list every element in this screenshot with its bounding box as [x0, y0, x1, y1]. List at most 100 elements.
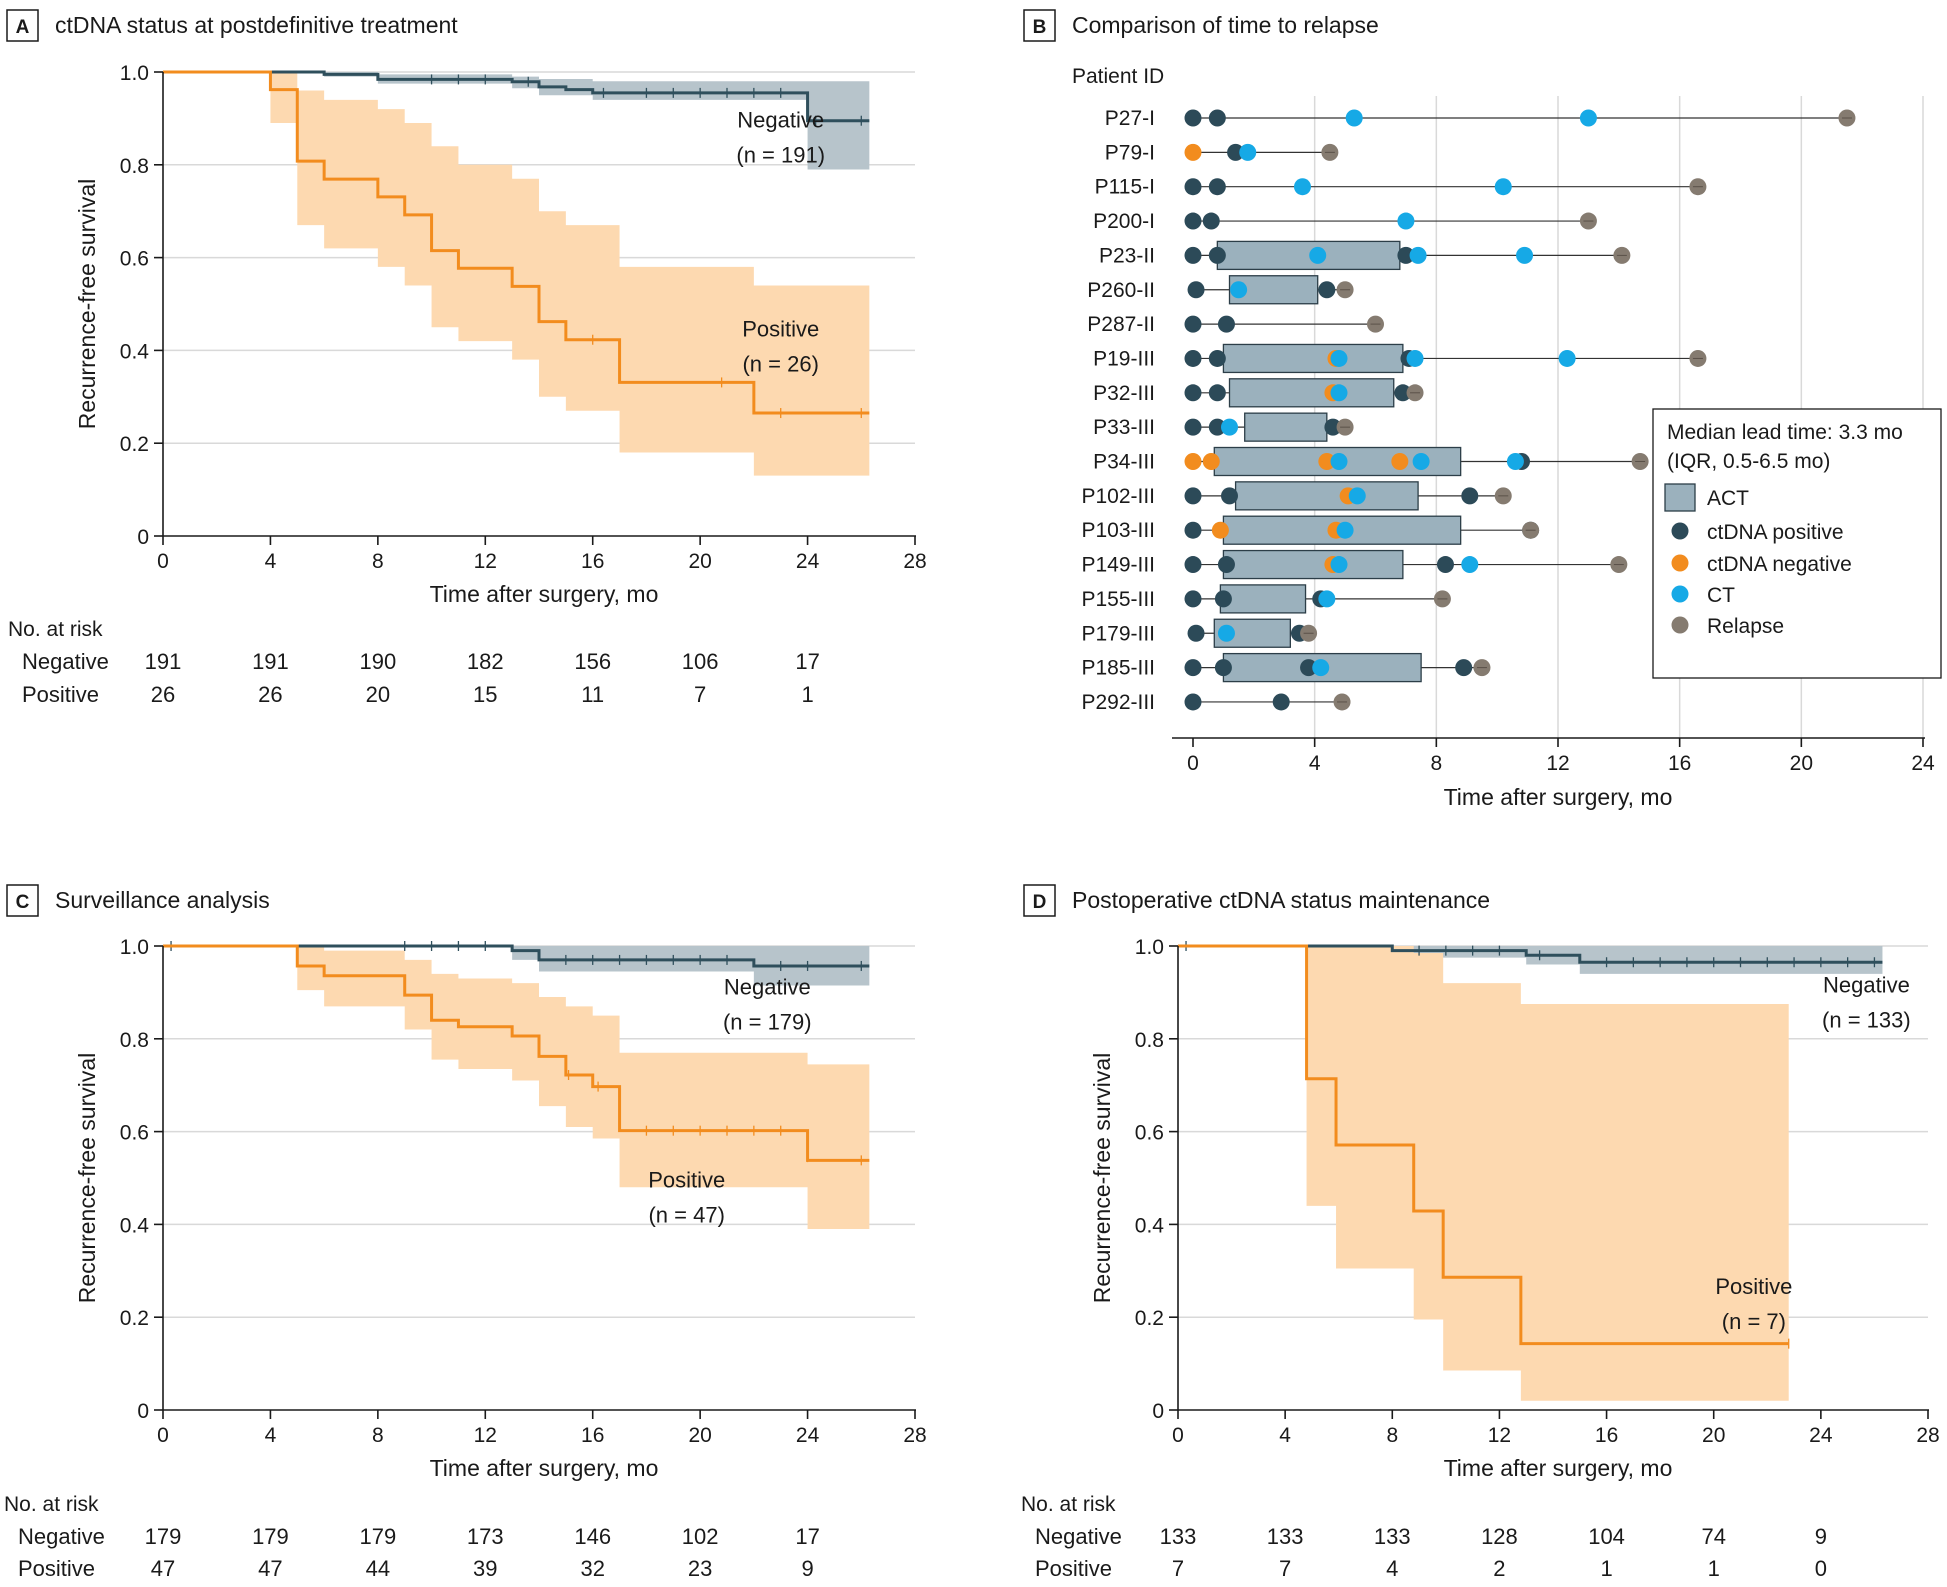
y-tick-label: 0.4 — [120, 1214, 150, 1237]
risk-row-label: Positive — [18, 1556, 95, 1581]
risk-table-title: No. at risk — [1021, 1493, 1116, 1516]
x-tick-label: 24 — [796, 1424, 820, 1447]
risk-count: 106 — [682, 649, 719, 674]
km-plot-c: Negative (n = 179) Positive (n = 47) 0 4 8 12 16… — [74, 936, 927, 1481]
ctdna-positive-dot — [1208, 384, 1226, 402]
ctdna-positive-dot — [1461, 487, 1479, 505]
x-tick-label: 20 — [1790, 752, 1813, 775]
ct-dot — [1412, 453, 1430, 470]
x-tick-label: 16 — [1668, 752, 1691, 775]
ctdna-positive-dot — [1187, 281, 1205, 299]
ctdna-positive-dot — [1318, 281, 1336, 299]
ctdna-positive-dot — [1217, 315, 1235, 333]
act-box — [1228, 378, 1395, 408]
risk-count: 9 — [801, 1556, 813, 1581]
risk-count: 32 — [580, 1556, 604, 1581]
act-box — [1244, 412, 1328, 442]
swimmer-plot: Patient ID P27-I P79-I P115-I P200-I P23-II P2… — [1072, 65, 1942, 810]
risk-count: 0 — [1815, 1556, 1827, 1581]
risk-count: 146 — [574, 1524, 611, 1549]
ctdna-positive-dot — [1184, 349, 1202, 367]
y-tick-label: 1.0 — [120, 936, 149, 959]
ct-dot — [1230, 281, 1248, 299]
ct-dot — [1461, 556, 1479, 574]
x-axis-label: Time after surgery, mo — [1444, 784, 1673, 810]
legend-label: Relapse — [1707, 615, 1784, 638]
ctdna-positive-dot — [1214, 659, 1232, 677]
legend-box — [1652, 408, 1942, 679]
legend-swatch-neg — [1671, 554, 1689, 572]
patient-row: P23-II — [1099, 240, 1631, 271]
x-axis-label: Time after surgery, mo — [1444, 1455, 1673, 1481]
ctdna-positive-dot — [1184, 659, 1202, 677]
ct-dot — [1330, 349, 1348, 367]
patient-row: P155-III — [1081, 584, 1451, 614]
risk-count: 128 — [1481, 1524, 1518, 1549]
x-tick-label: 4 — [265, 1424, 277, 1447]
ctdna-positive-dot — [1208, 246, 1226, 264]
y-tick-label: 0.8 — [120, 1029, 149, 1052]
ctdna-negative-dot — [1202, 453, 1220, 470]
series-label-n: (n = 191) — [736, 143, 825, 168]
y-tick-label: 0.6 — [120, 1122, 149, 1145]
x-tick-label: 12 — [474, 1424, 497, 1447]
risk-count: 47 — [151, 1556, 175, 1581]
ctdna-positive-dot — [1227, 143, 1245, 161]
legend-subtitle: (IQR, 0.5-6.5 mo) — [1667, 450, 1830, 473]
y-tick-label: 0.8 — [1135, 1029, 1164, 1052]
risk-count: 1 — [1600, 1556, 1612, 1581]
risk-row-label: Positive — [1035, 1556, 1112, 1581]
panel-letter: A — [16, 17, 30, 38]
act-box — [1228, 275, 1319, 305]
series-label-n: (n = 26) — [742, 351, 818, 376]
patient-id-label: P32-III — [1093, 382, 1155, 405]
ci-band-positive — [163, 72, 870, 476]
y-tick-label: 0.4 — [120, 340, 150, 363]
ctdna-negative-dot — [1184, 453, 1202, 470]
risk-count: 47 — [258, 1556, 282, 1581]
panel-c-header: C Surveillance analysis — [6, 884, 270, 917]
series-label-n: (n = 7) — [1722, 1309, 1786, 1334]
survival-curve-negative — [163, 944, 870, 968]
y-tick-label: 0.6 — [120, 248, 149, 271]
act-box — [1222, 343, 1404, 374]
x-axis-label: Time after surgery, mo — [430, 1455, 659, 1481]
panel-title: Surveillance analysis — [55, 887, 270, 913]
risk-count: 191 — [252, 649, 289, 674]
risk-row-label: Positive — [22, 682, 99, 707]
ctdna-positive-dot — [1202, 212, 1220, 230]
ct-dot — [1330, 556, 1348, 574]
y-tick-label: 0.6 — [1135, 1122, 1164, 1145]
ct-dot — [1239, 143, 1257, 161]
patient-row: P292-III — [1081, 691, 1351, 714]
act-box — [1216, 240, 1401, 271]
y-tick-label: 0.4 — [1135, 1214, 1165, 1237]
x-tick-label: 8 — [1386, 1424, 1398, 1447]
ctdna-positive-dot — [1184, 246, 1202, 264]
x-tick-label: 12 — [1546, 752, 1569, 775]
legend-swatch-relapse — [1671, 616, 1689, 634]
risk-count: 173 — [467, 1524, 504, 1549]
x-tick-label: 0 — [157, 550, 169, 573]
x-tick-label: 28 — [903, 550, 926, 573]
patient-id-label: P149-III — [1081, 554, 1155, 577]
ci-band-positive — [1178, 946, 1789, 1401]
ctdna-positive-dot — [1184, 590, 1202, 608]
panel-title: ctDNA status at postdefinitive treatment — [55, 12, 458, 38]
ctdna-positive-dot — [1184, 556, 1202, 574]
x-tick-label: 16 — [1595, 1424, 1618, 1447]
y-axis-label: Recurrence-free survival — [74, 179, 100, 430]
risk-count: 133 — [1374, 1524, 1411, 1549]
ctdna-positive-dot — [1184, 384, 1202, 402]
ctdna-positive-dot — [1208, 178, 1226, 196]
patient-id-header: Patient ID — [1072, 65, 1164, 88]
x-tick-label: 20 — [688, 1424, 711, 1447]
x-tick-label: 24 — [796, 550, 820, 573]
ct-dot — [1318, 590, 1336, 608]
ct-dot — [1409, 246, 1427, 264]
patient-row: P27-I — [1105, 107, 1856, 130]
x-tick-label: 8 — [1430, 752, 1442, 775]
ci-band-negative — [1178, 946, 1883, 974]
ctdna-positive-dot — [1272, 693, 1290, 711]
risk-count: 39 — [473, 1556, 497, 1581]
